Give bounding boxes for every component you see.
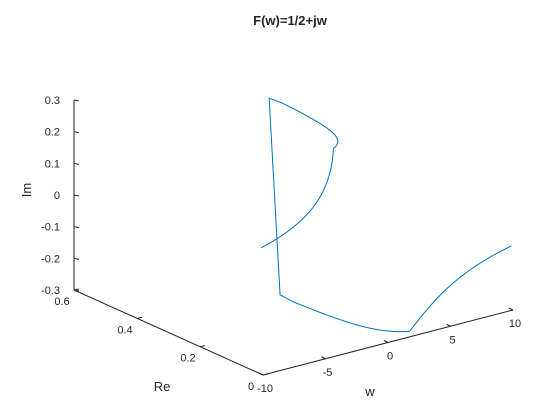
z-tick-label: -0.1 xyxy=(41,222,60,234)
z-tick-label: 0.1 xyxy=(45,158,60,170)
x-tick-label: 5 xyxy=(449,334,455,346)
x-tick-label: 0 xyxy=(387,351,393,363)
x-tick-mark xyxy=(321,356,326,360)
z-tick-mark xyxy=(73,162,80,165)
y-axis-line xyxy=(73,289,264,376)
z-tick-mark xyxy=(73,257,80,260)
y-tick-label: 0.4 xyxy=(117,324,132,336)
x-tick-label: -5 xyxy=(323,367,333,379)
y-tick-mark xyxy=(199,345,206,348)
y-tick-mark xyxy=(262,373,269,376)
z-tick-mark xyxy=(73,194,80,197)
z-tick-mark xyxy=(73,131,80,134)
y-tick-label: 0.6 xyxy=(54,296,69,308)
x-tick-mark xyxy=(383,340,389,343)
z-tick-label: 0 xyxy=(54,190,60,202)
z-tick-mark xyxy=(73,226,80,229)
x-tick-label: -10 xyxy=(257,383,273,395)
x-tick-mark xyxy=(258,372,264,376)
series-curve xyxy=(261,97,512,333)
y-tick-mark xyxy=(136,316,143,319)
x-tick-label: 10 xyxy=(509,318,521,330)
chart-title: F(w)=1/2+jw xyxy=(253,13,328,28)
y-tick-label: 0.2 xyxy=(180,353,195,365)
x-axis-label: w xyxy=(364,384,375,399)
x-tick-mark xyxy=(446,323,451,327)
z-tick-mark xyxy=(73,99,80,102)
y-axis-label: Re xyxy=(154,379,171,394)
x-tick-mark xyxy=(508,307,514,311)
z-axis-label: Im xyxy=(19,183,34,197)
y-tick-label: 0 xyxy=(248,381,254,393)
z-tick-label: -0.3 xyxy=(41,285,60,297)
axes-group xyxy=(73,100,514,376)
ticks-group: -10 -5 0 5 10 0 0.2 0.4 0.6-0.3 -0.2 -0.1 0 0.1 0.2 0.… xyxy=(41,95,521,395)
z-tick-label: 0.2 xyxy=(45,127,60,139)
z-tick-label: 0.3 xyxy=(45,95,60,107)
z-tick-label: -0.2 xyxy=(41,253,60,265)
z-tick-mark xyxy=(73,289,80,292)
